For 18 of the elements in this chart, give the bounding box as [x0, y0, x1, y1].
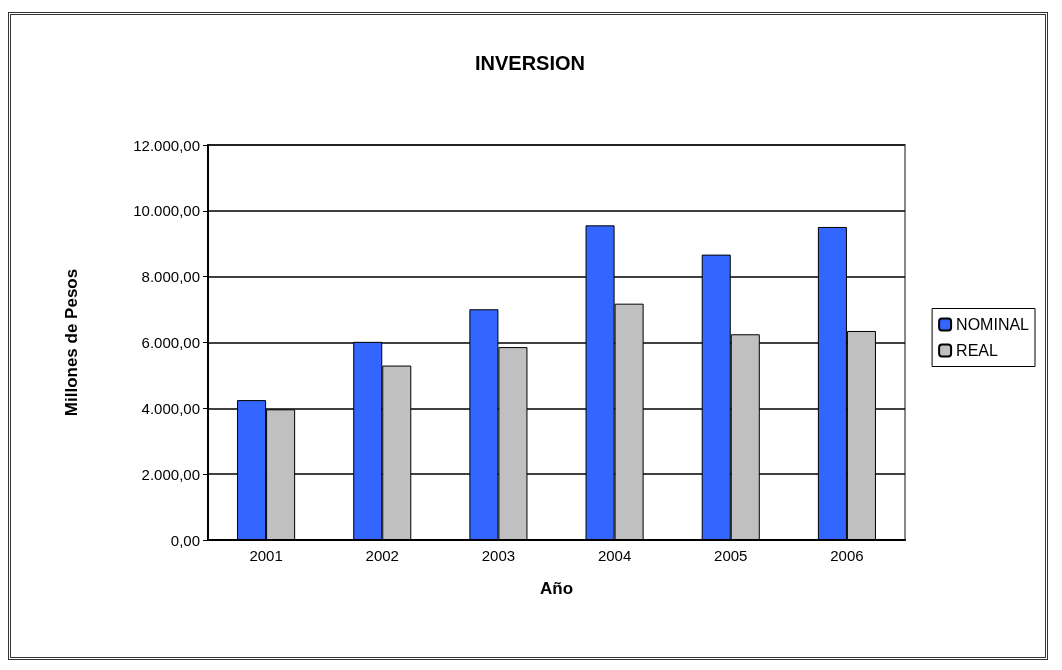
x-tick-label: 2001	[249, 547, 283, 564]
y-tick-label: 12.000,00	[133, 136, 200, 154]
y-tick-label: 10.000,00	[133, 202, 200, 220]
y-tick-label: 4.000,00	[141, 399, 200, 417]
y-tick-label: 0,00	[170, 531, 200, 549]
x-tick-label: 2003	[481, 547, 516, 564]
chart-title: INVERSION	[474, 52, 586, 74]
y-tick-label: 2.000,00	[141, 465, 200, 483]
legend-label: REAL	[956, 342, 998, 359]
x-tick-label: 2006	[830, 547, 864, 564]
x-tick-label: 2005	[714, 547, 748, 564]
y-axis-title: Millones de Pesos	[62, 268, 81, 417]
x-axis-title: Año	[539, 579, 574, 598]
x-tick-label: 2002	[365, 547, 399, 564]
y-tick-label: 8.000,00	[141, 268, 200, 286]
y-tick-label: 6.000,00	[141, 334, 200, 351]
legend-label: NOMINAL	[956, 316, 1030, 333]
x-tick-label: 2004	[597, 547, 632, 564]
